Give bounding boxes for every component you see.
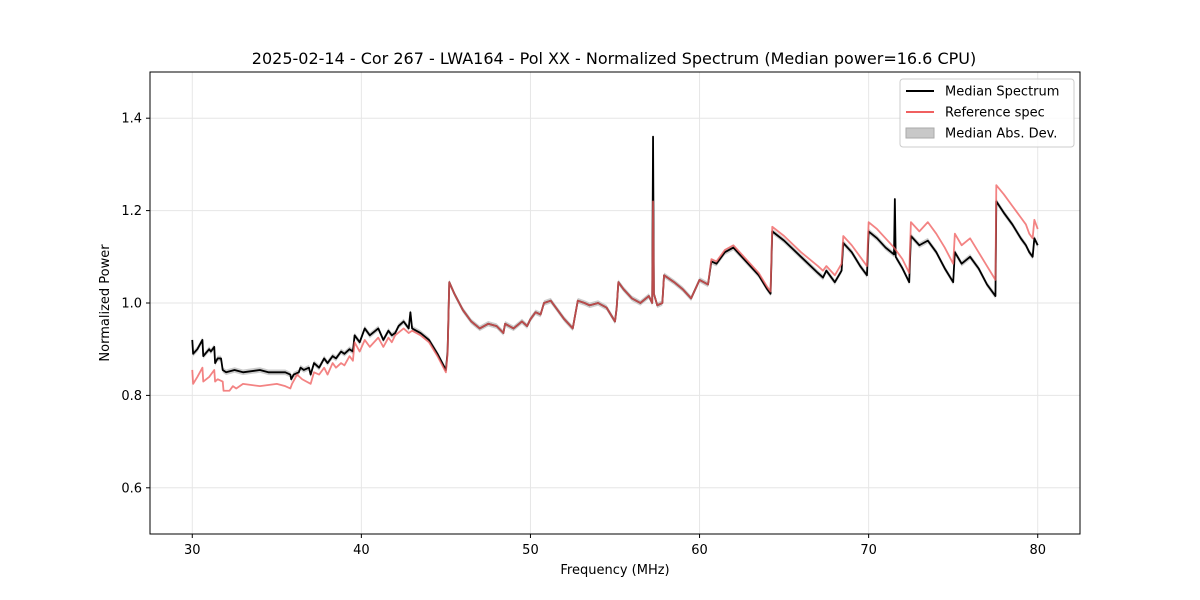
x-axis-label: Frequency (MHz) [560, 563, 669, 578]
grid-lines [150, 72, 1080, 534]
mad-band [192, 133, 1038, 382]
legend: Median Spectrum Reference spec Median Abs.… [899, 78, 1075, 148]
x-tick-label: 30 [184, 543, 201, 558]
x-tick-label: 80 [1029, 543, 1046, 558]
x-tick-label: 60 [691, 543, 708, 558]
legend-box [899, 78, 1075, 148]
reference-spec-line [191, 184, 1039, 392]
y-tick-label: 1.2 [121, 204, 142, 219]
y-tick-label: 1.0 [121, 297, 142, 312]
y-axis: 0.6 0.8 1.0 1.2 1.4 [121, 112, 150, 496]
y-tick-label: 0.8 [121, 389, 142, 404]
x-tick-label: 50 [522, 543, 539, 558]
y-tick-label: 1.4 [121, 112, 142, 127]
y-axis-label: Normalized Power [98, 244, 113, 362]
y-tick-label: 0.6 [121, 481, 142, 496]
mad-band-group [192, 133, 1038, 382]
legend-label: Median Abs. Dev. [945, 127, 1057, 142]
x-axis: 30 40 50 60 70 80 [184, 534, 1046, 558]
x-tick-label: 40 [353, 543, 370, 558]
median-spectrum-line [191, 135, 1039, 381]
legend-label: Median Spectrum [945, 85, 1059, 100]
legend-swatch [905, 127, 935, 139]
legend-label: Reference spec [945, 106, 1045, 121]
chart-title: 2025-02-14 - Cor 267 - LWA164 - Pol XX -… [252, 49, 976, 68]
series-lines [191, 135, 1039, 392]
x-tick-label: 70 [860, 543, 877, 558]
